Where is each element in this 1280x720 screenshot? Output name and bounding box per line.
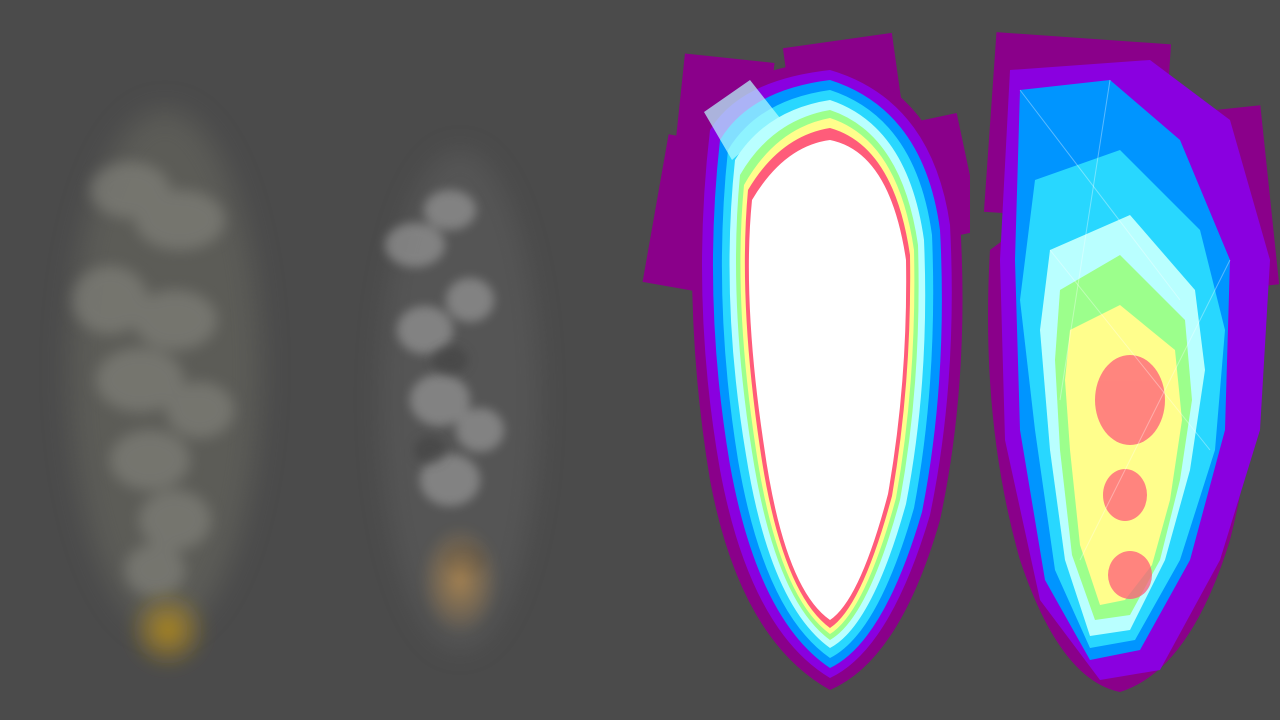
- heat-quad-light: [704, 80, 780, 160]
- heat-core-white: [748, 140, 907, 620]
- heat-quad-edges: [1019, 79, 1231, 561]
- overdraw-heatmap-sparse-svg: [983, 32, 1280, 692]
- overdraw-heatmap-dense: [640, 0, 970, 720]
- smoke-plume-soft-svg: [70, 110, 260, 670]
- smoke-plume-hard: [320, 0, 640, 720]
- smoke-plume-soft: [0, 0, 320, 720]
- overdraw-heatmap-dense-svg: [642, 32, 970, 690]
- overdraw-heatmap-sparse: [960, 0, 1280, 720]
- smoke-plume-hard-svg: [380, 150, 540, 650]
- heat-hotspots-red: [1095, 355, 1165, 599]
